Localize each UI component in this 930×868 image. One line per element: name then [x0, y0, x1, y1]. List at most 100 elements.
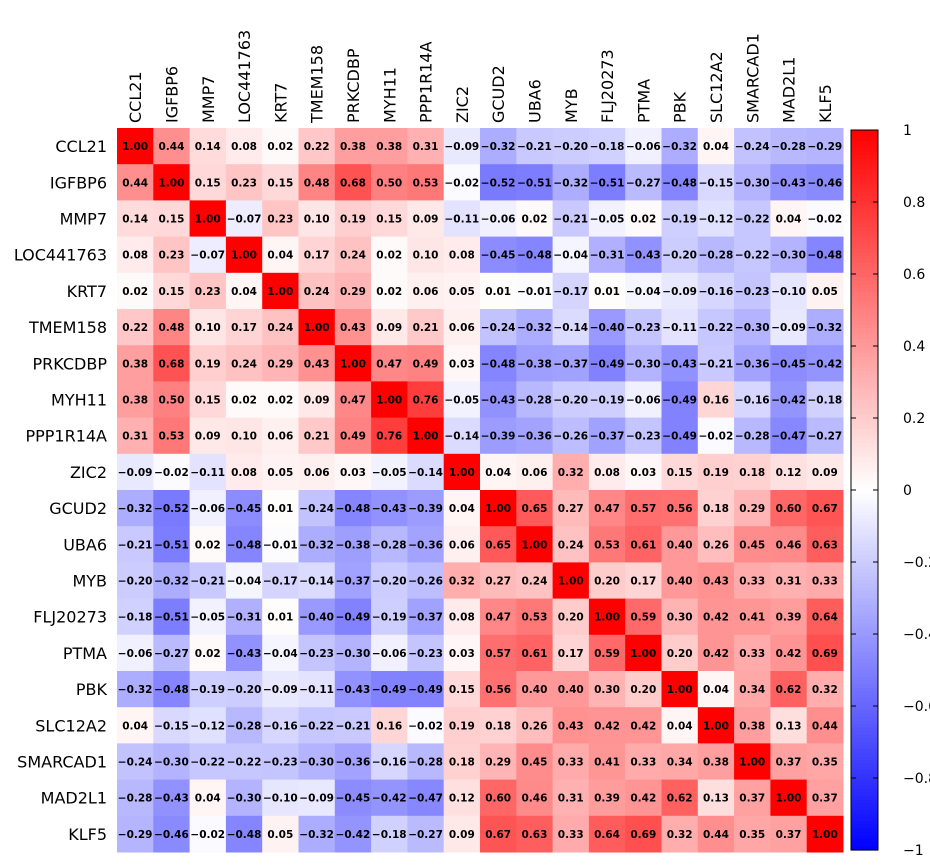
column-label: MYB	[562, 88, 581, 123]
cell-value-label: 0.01	[267, 612, 293, 624]
heatmap-cell	[661, 598, 699, 636]
heatmap-cell	[697, 490, 735, 527]
cell-value-label: −0.20	[118, 576, 153, 588]
colorbar-segment	[851, 277, 878, 282]
cell-value-label: −0.28	[408, 757, 443, 769]
heatmap-cell	[770, 562, 808, 600]
cell-value-label: 0.23	[195, 286, 221, 298]
colorbar-segment	[851, 360, 878, 365]
heatmap-cell	[371, 272, 408, 310]
colorbar-segment	[851, 637, 878, 642]
heatmap-cell	[189, 598, 227, 636]
heatmap-cell	[443, 345, 481, 382]
colorbar-segment	[851, 626, 878, 631]
cell-value-label: −0.24	[481, 322, 516, 334]
cell-value-label: −0.14	[444, 431, 479, 443]
row-label: UBA6	[63, 535, 107, 554]
heatmap-cell	[153, 309, 191, 346]
cell-value-label: 0.15	[195, 177, 221, 189]
heatmap-cell	[661, 562, 699, 600]
cell-value-label: −0.49	[372, 684, 407, 696]
heatmap-cell	[806, 562, 844, 600]
cell-value-label: 0.43	[703, 576, 729, 588]
heatmap-cell	[334, 743, 372, 781]
heatmap-cell	[806, 345, 844, 382]
heatmap-cell	[153, 707, 191, 744]
cell-value-label: −0.05	[444, 395, 479, 407]
heatmap-cell	[153, 345, 191, 382]
colorbar-segment	[851, 565, 878, 570]
cell-value-label: −0.06	[190, 503, 225, 515]
cell-value-label: 0.61	[521, 648, 547, 660]
heatmap-cell	[189, 453, 227, 491]
cell-value-label: 0.33	[812, 576, 838, 588]
heatmap-cell	[770, 164, 808, 201]
cell-value-label: −0.28	[372, 539, 407, 551]
cell-value-label: 0.16	[703, 395, 729, 407]
heatmap-cell	[661, 164, 699, 201]
cell-value-label: 1.00	[703, 720, 729, 732]
cell-value-label: −0.02	[408, 720, 443, 732]
heatmap-cell	[770, 128, 808, 165]
cell-value-label: −0.30	[299, 757, 334, 769]
cell-value-label: −0.27	[154, 648, 189, 660]
heatmap-cell	[806, 634, 844, 672]
cell-value-label: 0.37	[739, 793, 765, 805]
heatmap-cell	[625, 236, 662, 274]
cell-value-label: 0.09	[195, 431, 221, 443]
heatmap-cell	[588, 743, 626, 781]
cell-value-label: 0.26	[703, 539, 729, 551]
cell-value-label: 0.24	[558, 539, 584, 551]
cell-value-label: 0.37	[776, 757, 802, 769]
heatmap-cell	[189, 417, 227, 455]
cell-value-label: 0.42	[703, 648, 729, 660]
cell-value-label: −0.30	[154, 757, 189, 769]
cell-value-label: −0.45	[771, 358, 806, 370]
heatmap-cell	[262, 779, 299, 817]
heatmap-cell	[262, 598, 299, 636]
cell-value-label: 0.53	[594, 539, 620, 551]
cell-value-label: −0.17	[553, 286, 588, 298]
colorbar-segment	[851, 410, 878, 415]
heatmap-cell	[480, 779, 517, 817]
cell-value-label: 0.10	[304, 214, 330, 226]
heatmap-cell	[806, 815, 844, 853]
cell-value-label: −0.46	[807, 177, 842, 189]
colorbar-segment	[851, 461, 878, 466]
cell-value-label: −0.28	[118, 793, 153, 805]
heatmap-cell	[225, 779, 263, 817]
column-label: UBA6	[525, 79, 544, 123]
cell-value-label: 0.67	[812, 503, 838, 515]
heatmap-cell	[516, 272, 554, 310]
cell-value-label: −0.51	[590, 177, 625, 189]
cell-value-label: 0.06	[449, 539, 475, 551]
heatmap-cell	[407, 707, 445, 744]
cell-value-label: 0.04	[231, 286, 257, 298]
colorbar-segment	[851, 806, 878, 811]
heatmap-cell	[806, 707, 844, 744]
colorbar-segment	[851, 259, 878, 264]
colorbar-tick-label: −0.8	[903, 771, 930, 787]
cell-value-label: −0.05	[190, 612, 225, 624]
colorbar-segment	[851, 612, 878, 617]
heatmap-cell	[588, 345, 626, 382]
colorbar-segment	[851, 839, 878, 844]
cell-value-label: 0.24	[267, 322, 293, 334]
cell-value-label: −0.09	[444, 141, 479, 153]
colorbar-segment	[851, 162, 878, 167]
heatmap-cell	[480, 309, 517, 346]
colorbar-segment	[851, 299, 878, 304]
heatmap-cell	[661, 490, 699, 527]
colorbar-segment	[851, 400, 878, 405]
cell-value-label: −0.43	[154, 793, 189, 805]
cell-value-label: 0.04	[485, 467, 511, 479]
cell-value-label: −0.43	[626, 250, 661, 262]
cell-value-label: 0.08	[122, 250, 148, 262]
cell-value-label: −0.21	[553, 214, 588, 226]
heatmap-cell	[516, 562, 554, 600]
heatmap-cell	[770, 490, 808, 527]
colorbar-segment	[851, 670, 878, 675]
cell-value-label: 0.69	[812, 648, 838, 660]
heatmap-cell	[189, 345, 227, 382]
heatmap-cell	[625, 309, 662, 346]
